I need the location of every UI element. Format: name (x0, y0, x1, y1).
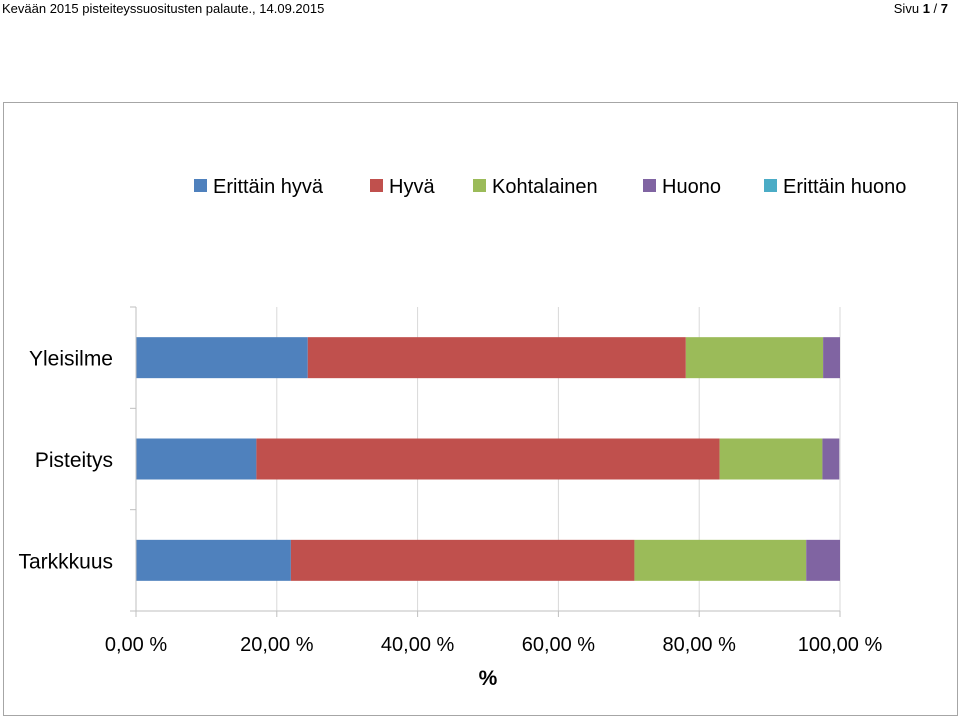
chart-axes (130, 306, 841, 617)
category-labels: Yleisilme Pisteitys Tarkkkuus (18, 348, 113, 574)
legend-swatch (473, 179, 486, 192)
legend-swatch (643, 179, 656, 192)
page-label: Sivu (893, 1, 920, 16)
category-label: Yleisilme (29, 348, 113, 371)
bar-segment (136, 539, 291, 581)
x-tick-label: 80,00 % (663, 634, 737, 656)
category-label: Pisteitys (35, 449, 113, 472)
bar-segment (685, 337, 824, 379)
legend-item: Erittäin hyvä (194, 176, 324, 198)
legend-label: Kohtalainen (492, 176, 598, 198)
page-separator: / (929, 1, 941, 16)
legend-swatch (764, 179, 777, 192)
legend-label: Erittäin huono (783, 176, 906, 198)
bar-segment (256, 438, 720, 480)
bar-segment (634, 539, 807, 581)
category-label: Tarkkkuus (18, 550, 113, 573)
x-tick-label: 0,00 % (105, 634, 167, 656)
x-axis-title: % (479, 667, 498, 690)
x-tick-label: 60,00 % (522, 634, 596, 656)
bar-segment (719, 438, 823, 480)
bar-segment (823, 337, 840, 379)
page-indicator: Sivu 1 / 7 (894, 1, 948, 17)
bar-segment (307, 337, 686, 379)
x-tick-label: 20,00 % (240, 634, 314, 656)
page-current: 1 (922, 1, 930, 16)
page-header: Kevään 2015 pisteiteyssuositusten palaut… (0, 0, 960, 20)
bar-segment (822, 438, 840, 480)
bar-segment (136, 438, 257, 480)
document-title: Kevään 2015 pisteiteyssuositusten palaut… (2, 1, 325, 16)
legend-item: Erittäin huono (764, 176, 906, 198)
legend-swatch (194, 179, 207, 192)
bar-segment (136, 337, 308, 379)
x-tick-label: 40,00 % (381, 634, 455, 656)
legend-label: Huono (662, 176, 721, 198)
x-tick-label: 100,00 % (798, 634, 883, 656)
chart-frame (3, 102, 958, 716)
legend-item: Hyvä (370, 176, 435, 198)
x-tick-labels: 0,00 % 20,00 % 40,00 % 60,00 % 80,00 % 100,00… (105, 634, 883, 656)
legend-item: Huono (643, 176, 721, 198)
bar-segment (806, 539, 840, 581)
page-total: 7 (940, 1, 948, 16)
legend-item: Kohtalainen (473, 176, 598, 198)
chart-legend: Erittäin hyvä Hyvä Kohtalainen Huono Erittäi… (194, 176, 906, 198)
legend-swatch (370, 179, 383, 192)
bar-segment (290, 539, 635, 581)
legend-label: Hyvä (389, 176, 435, 198)
chart-bars (136, 337, 840, 581)
legend-label: Erittäin hyvä (213, 176, 324, 198)
